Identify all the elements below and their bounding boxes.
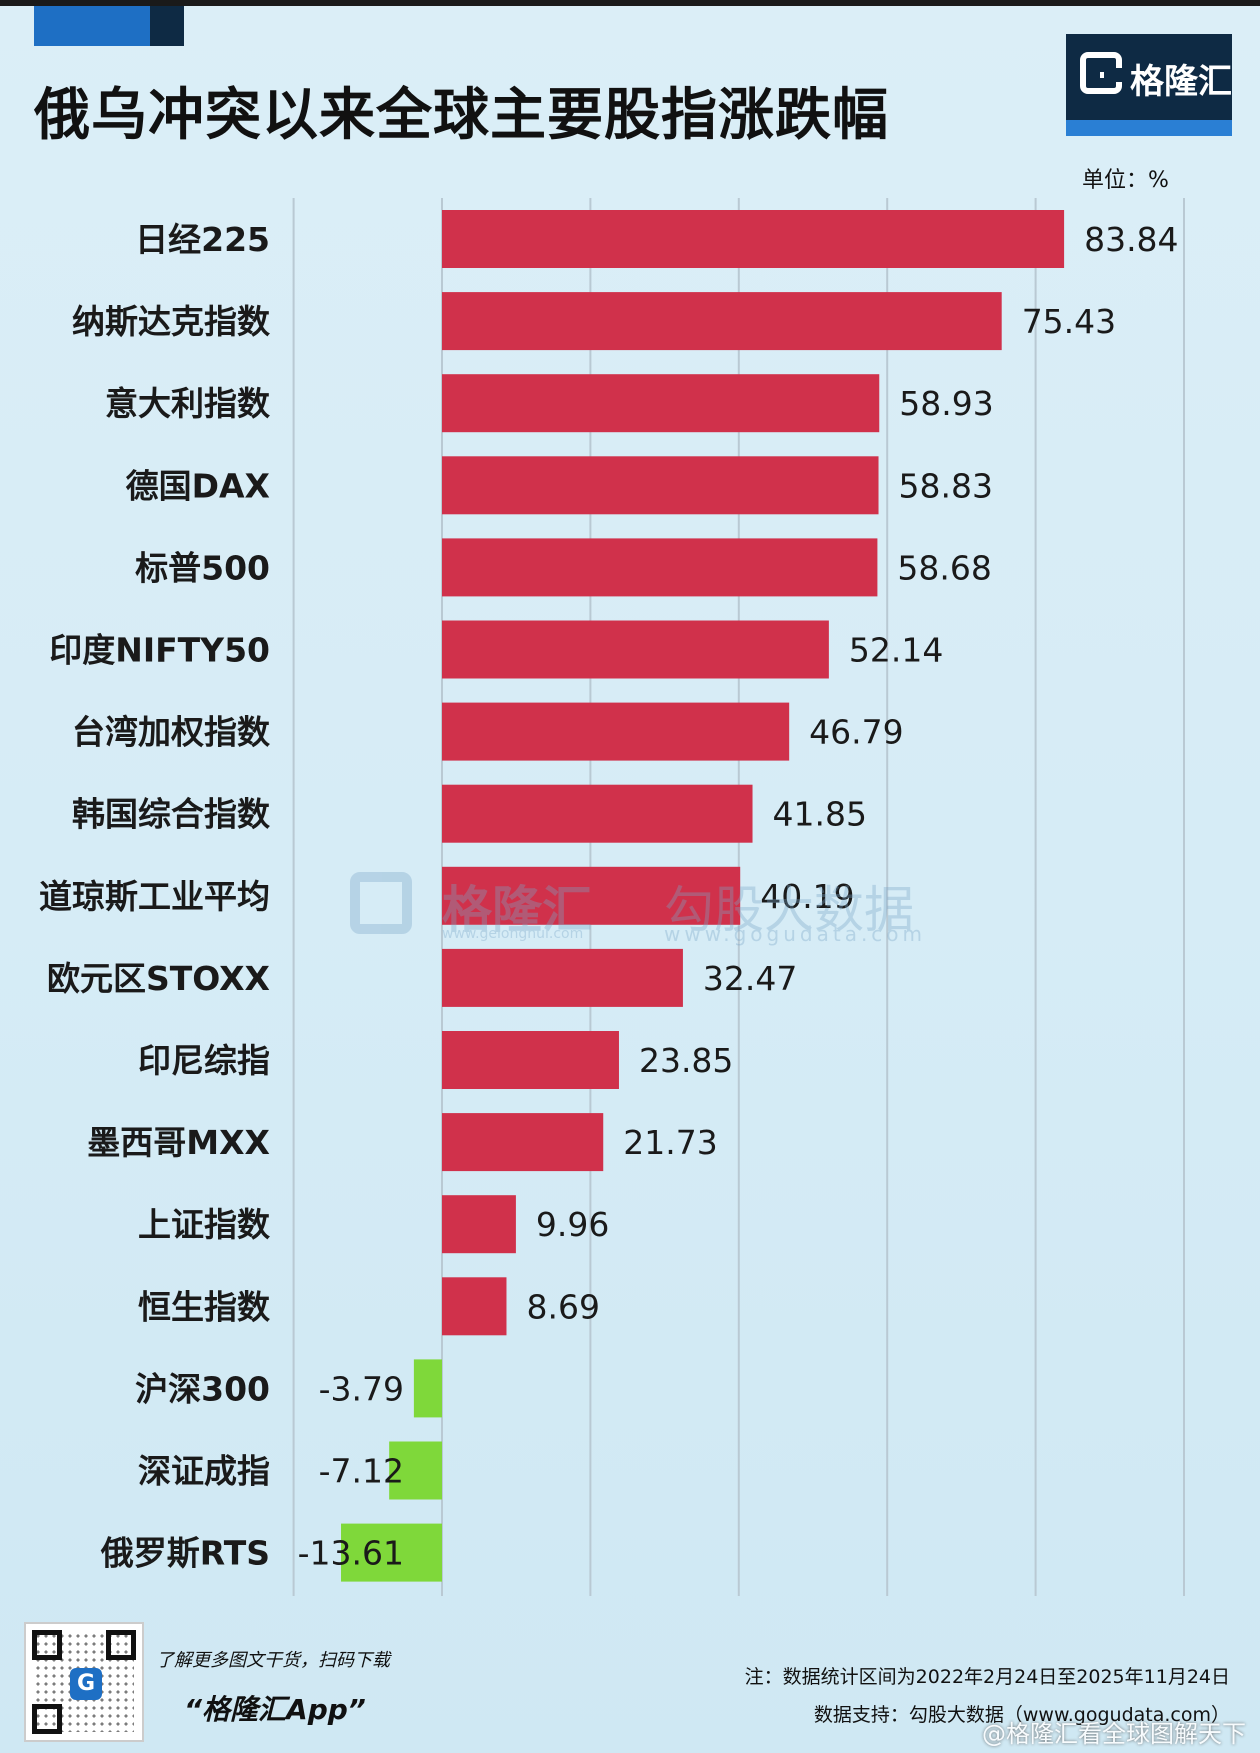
bar: [442, 1277, 507, 1336]
value-label: 21.73: [623, 1123, 717, 1162]
category-label: 纳斯达克指数: [72, 302, 271, 341]
category-label: 墨西哥MXX: [87, 1123, 270, 1162]
category-label: 道琼斯工业平均: [39, 877, 270, 916]
value-label: 58.83: [899, 466, 993, 505]
category-label: 日经225: [135, 220, 270, 259]
category-label: 俄罗斯RTS: [100, 1534, 270, 1573]
bar: [442, 948, 683, 1007]
value-label: -7.12: [319, 1452, 404, 1491]
value-label: 83.84: [1084, 220, 1178, 259]
bar: [389, 1441, 442, 1500]
category-label: 上证指数: [138, 1205, 271, 1244]
footnote: 注：数据统计区间为2022年2月24日至2025年11月24日: [744, 1666, 1230, 1688]
category-label: 德国DAX: [126, 466, 270, 505]
bar: [442, 292, 1002, 351]
value-label: 9.96: [536, 1205, 609, 1244]
unit-label: 单位：%: [1082, 168, 1169, 193]
bar: [442, 456, 879, 515]
header-accent-dark: [150, 6, 184, 46]
bar: [442, 866, 741, 925]
value-label: -13.61: [298, 1534, 404, 1573]
bar: [442, 1195, 516, 1254]
bar: [442, 210, 1065, 268]
value-label: 41.85: [773, 795, 867, 834]
value-label: 58.68: [897, 548, 991, 587]
page-title: 俄乌冲突以来全球主要股指涨跌幅: [34, 83, 889, 148]
value-label: 8.69: [526, 1287, 599, 1326]
qr-code[interactable]: G: [24, 1622, 144, 1742]
qr-finder-top-right: [106, 1630, 136, 1660]
bar: [442, 374, 880, 433]
app-name: “格隆汇App”: [184, 1693, 366, 1726]
bar: [442, 1031, 619, 1089]
value-label: 40.19: [760, 877, 854, 916]
qr-finder-bottom-left: [32, 1704, 62, 1734]
value-label: 32.47: [703, 959, 797, 998]
value-label: 52.14: [849, 631, 943, 670]
value-label: 23.85: [639, 1041, 733, 1080]
logo-stripe: [1066, 120, 1232, 136]
top-border: [0, 0, 1260, 6]
bar: [442, 784, 753, 843]
data-support: 数据支持：勾股大数据（www.gogudata.com）: [813, 1704, 1230, 1726]
category-label: 深证成指: [138, 1452, 270, 1491]
category-label: 印尼综指: [138, 1041, 270, 1080]
category-label: 沪深300: [135, 1369, 270, 1408]
category-label: 标普500: [135, 548, 270, 587]
bar: [442, 620, 829, 679]
value-label: 46.79: [809, 713, 903, 752]
category-label: 韩国综合指数: [72, 795, 271, 834]
bar: [442, 1113, 604, 1172]
category-label: 意大利指数: [105, 384, 271, 423]
g-logo-icon: [1080, 52, 1122, 94]
value-label: -3.79: [319, 1369, 404, 1408]
value-label: 58.93: [899, 384, 993, 423]
category-label: 恒生指数: [138, 1287, 271, 1326]
bar: [413, 1359, 442, 1418]
weibo-watermark: @格隆汇看全球图解天下: [982, 1720, 1246, 1748]
category-label: 印度NIFTY50: [49, 631, 270, 670]
bar-chart: 日经225 83.84 纳斯达克指数 75.43 意大利指数 58.93 德国DAX 58.8…: [39, 198, 1185, 1596]
category-label: 欧元区STOXX: [47, 959, 270, 998]
brand-logo: 格隆汇: [1066, 34, 1232, 136]
qr-g-icon: G: [70, 1668, 102, 1700]
bar: [341, 1523, 442, 1582]
value-label: 75.43: [1022, 302, 1116, 341]
logo-text: 格隆汇: [1130, 62, 1232, 102]
bar: [442, 538, 878, 597]
category-label: 台湾加权指数: [72, 713, 271, 752]
qr-finder-top-left: [32, 1630, 62, 1660]
promo-line: 了解更多图文干货，扫码下载: [156, 1650, 390, 1671]
bar: [442, 702, 790, 761]
